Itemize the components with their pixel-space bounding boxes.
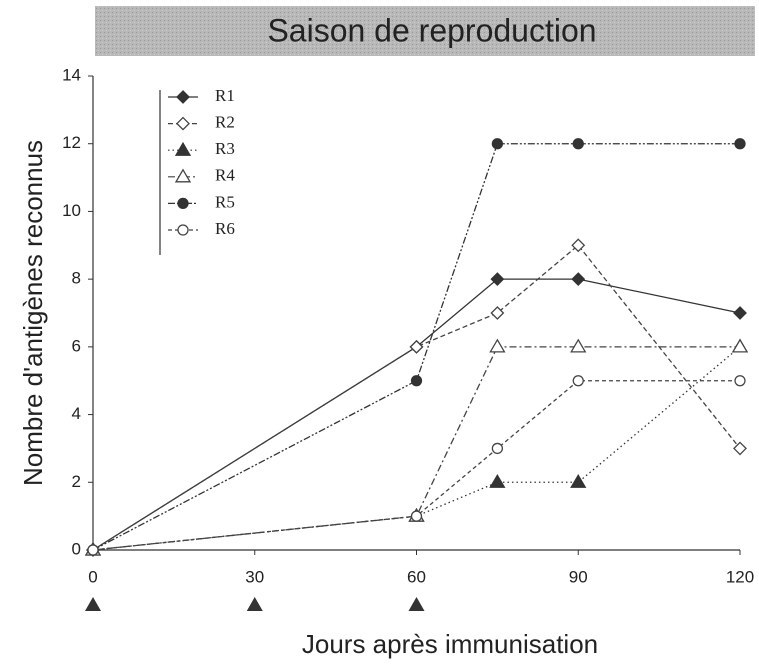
legend-marker — [177, 224, 189, 236]
x-tick-label: 30 — [245, 567, 264, 586]
y-tick-label: 12 — [62, 133, 81, 152]
marker — [87, 544, 99, 556]
x-tick-label: 0 — [88, 567, 97, 586]
legend-label: R6 — [215, 219, 235, 238]
y-axis-label: Nombre d'antigènes reconnus — [18, 140, 48, 486]
y-tick-label: 8 — [72, 269, 81, 288]
marker — [572, 138, 584, 150]
marker — [733, 306, 747, 320]
legend-label: R5 — [215, 192, 235, 211]
y-tick-label: 10 — [62, 201, 81, 220]
x-axis-label: Jours après immunisation — [302, 629, 598, 659]
immunization-marker — [408, 597, 425, 611]
marker — [410, 375, 423, 387]
legend-label: R4 — [215, 166, 235, 185]
chart-title: Saison de reproduction — [267, 12, 596, 48]
marker — [570, 473, 587, 488]
marker — [410, 510, 423, 522]
legend-marker — [174, 141, 192, 156]
legend-label: R1 — [215, 86, 235, 105]
marker — [733, 441, 747, 456]
x-tick-label: 90 — [569, 567, 588, 586]
series-line — [92, 380, 740, 551]
marker — [734, 138, 746, 150]
marker — [572, 375, 584, 387]
marker — [491, 442, 504, 455]
marker — [409, 339, 424, 354]
legend-label: R3 — [215, 139, 235, 158]
marker — [490, 272, 505, 287]
marker — [490, 306, 505, 320]
y-tick-label: 0 — [72, 539, 81, 558]
marker — [571, 238, 586, 253]
marker — [570, 338, 587, 353]
x-tick-label: 60 — [407, 567, 426, 586]
marker — [731, 338, 749, 353]
marker — [571, 272, 586, 287]
marker — [734, 375, 746, 387]
marker — [489, 473, 506, 488]
x-tick-label: 120 — [726, 567, 754, 586]
y-tick-label: 4 — [72, 404, 81, 423]
marker — [489, 338, 506, 353]
y-tick-label: 14 — [62, 65, 81, 84]
legend-label: R2 — [215, 113, 235, 132]
legend-marker — [176, 90, 190, 104]
immunization-marker — [85, 597, 101, 611]
legend-marker — [174, 168, 192, 183]
immunization-marker — [246, 597, 263, 611]
y-tick-label: 2 — [72, 472, 81, 491]
y-tick-label: 6 — [72, 336, 81, 355]
title-box — [95, 6, 755, 56]
legend-marker — [176, 116, 190, 131]
marker — [491, 138, 504, 150]
series-line — [92, 244, 741, 551]
legend-marker — [177, 197, 189, 210]
